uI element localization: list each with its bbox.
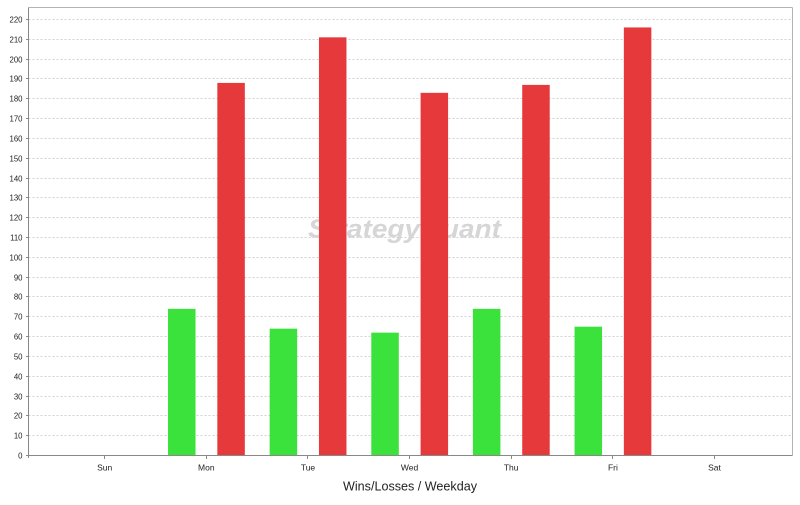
svg-text:180: 180 — [9, 94, 23, 103]
svg-text:130: 130 — [9, 193, 23, 202]
svg-text:160: 160 — [9, 134, 23, 143]
svg-text:220: 220 — [9, 15, 23, 24]
svg-text:110: 110 — [10, 233, 23, 242]
svg-text:Sat: Sat — [708, 463, 721, 473]
svg-text:120: 120 — [9, 213, 23, 222]
svg-text:60: 60 — [14, 332, 23, 341]
svg-text:Wed: Wed — [401, 463, 419, 473]
svg-text:50: 50 — [14, 352, 23, 361]
svg-text:100: 100 — [9, 253, 23, 262]
svg-text:Mon: Mon — [198, 463, 215, 473]
svg-text:170: 170 — [9, 114, 23, 123]
svg-text:90: 90 — [14, 273, 23, 282]
svg-text:Fri: Fri — [608, 463, 618, 473]
svg-text:140: 140 — [9, 174, 23, 183]
svg-text:200: 200 — [9, 55, 23, 64]
svg-text:Wins/Losses / Weekday: Wins/Losses / Weekday — [343, 479, 477, 494]
svg-text:10: 10 — [14, 431, 23, 440]
svg-text:Sun: Sun — [97, 463, 112, 473]
svg-text:80: 80 — [14, 292, 23, 301]
svg-text:150: 150 — [9, 154, 23, 163]
svg-text:190: 190 — [9, 74, 23, 83]
svg-text:30: 30 — [14, 392, 23, 401]
svg-text:20: 20 — [14, 411, 23, 420]
svg-text:0: 0 — [18, 451, 23, 460]
svg-text:Thu: Thu — [504, 463, 519, 473]
svg-text:40: 40 — [14, 372, 23, 381]
svg-text:Tue: Tue — [301, 463, 316, 473]
svg-text:70: 70 — [14, 312, 23, 321]
svg-text:210: 210 — [9, 35, 23, 44]
